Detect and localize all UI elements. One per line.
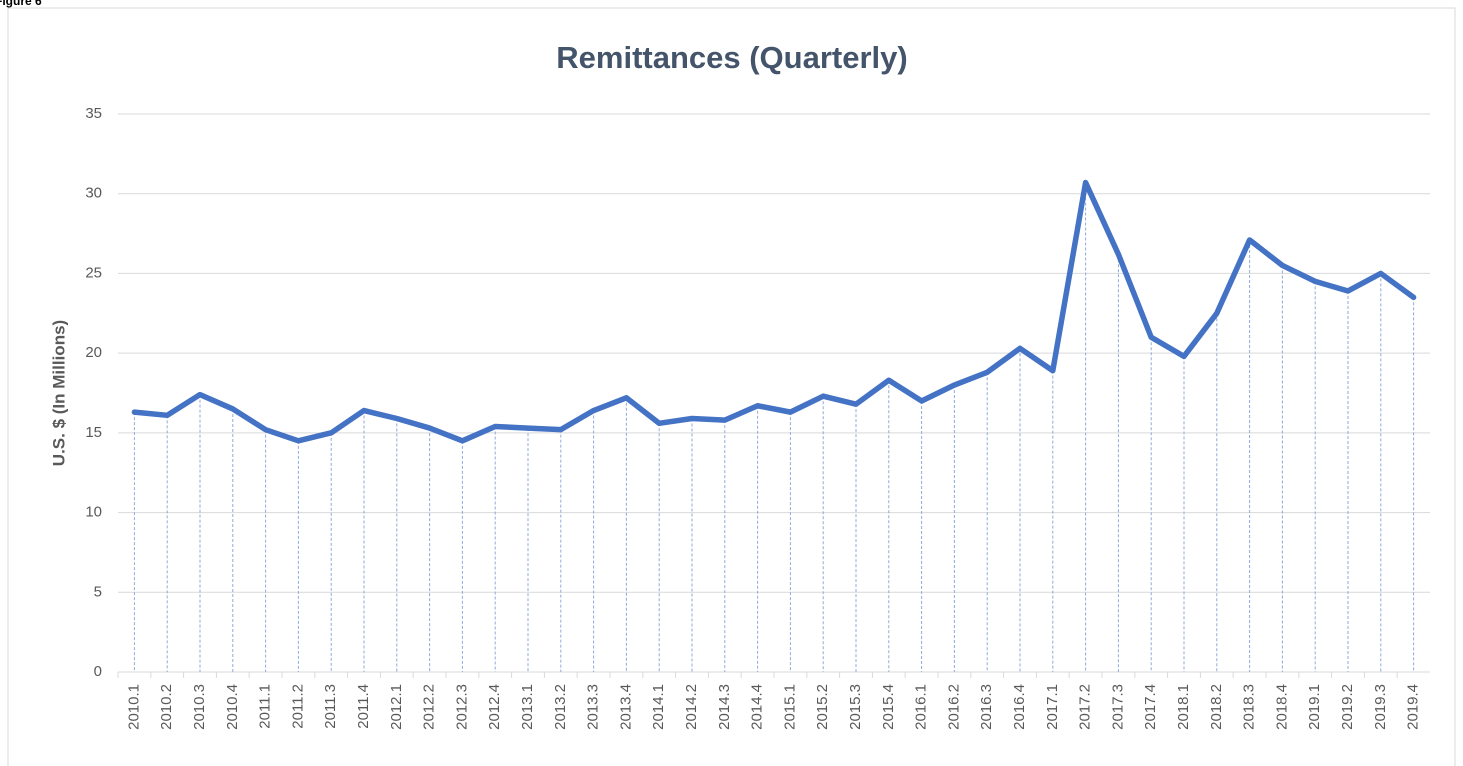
x-tick-label: 2012.3 bbox=[453, 684, 470, 730]
y-axis-label: U.S. $ (In Millions) bbox=[49, 320, 68, 466]
x-tick-label: 2015.2 bbox=[814, 684, 831, 730]
x-tick-label: 2015.1 bbox=[781, 684, 798, 730]
x-tick-label: 2010.1 bbox=[125, 684, 142, 730]
y-tick-label: 15 bbox=[85, 424, 102, 441]
x-tick-label: 2010.2 bbox=[158, 684, 175, 730]
x-tick-label: 2013.4 bbox=[617, 684, 634, 730]
x-tick-label: 2014.2 bbox=[683, 684, 700, 730]
y-tick-label: 25 bbox=[85, 264, 102, 281]
chart-frame bbox=[7, 7, 1456, 766]
y-tick-label: 35 bbox=[85, 105, 102, 122]
x-tick-label: 2012.2 bbox=[421, 684, 438, 730]
x-tick-label: 2019.1 bbox=[1306, 684, 1323, 730]
x-tick-label: 2011.1 bbox=[257, 684, 274, 729]
y-tick-label: 10 bbox=[85, 504, 102, 521]
y-tick-label: 20 bbox=[85, 344, 102, 361]
x-tick-label: 2016.4 bbox=[1011, 684, 1028, 730]
x-tick-label: 2014.1 bbox=[650, 684, 667, 730]
x-tick-label: 2011.4 bbox=[355, 684, 372, 729]
x-tick-label: 2019.4 bbox=[1405, 684, 1422, 730]
x-tick-label: 2017.1 bbox=[1044, 684, 1061, 730]
x-tick-label: 2018.3 bbox=[1241, 684, 1258, 730]
y-tick-label: 30 bbox=[85, 185, 102, 202]
x-tick-label: 2017.4 bbox=[1142, 684, 1159, 730]
x-tick-label: 2017.2 bbox=[1077, 684, 1094, 730]
x-tick-label: 2014.4 bbox=[749, 684, 766, 730]
y-tick-label: 0 bbox=[94, 663, 102, 680]
x-tick-label: 2016.1 bbox=[913, 684, 930, 730]
x-tick-label: 2012.4 bbox=[486, 684, 503, 730]
x-tick-label: 2013.2 bbox=[552, 684, 569, 730]
line-series bbox=[131, 179, 1417, 444]
x-tick-label: 2013.3 bbox=[585, 684, 602, 730]
x-tick-label: 2019.2 bbox=[1339, 684, 1356, 730]
x-tick-label: 2012.1 bbox=[388, 684, 405, 730]
x-tick-label: 2018.4 bbox=[1273, 684, 1290, 730]
x-tick-label: 2017.3 bbox=[1109, 684, 1126, 730]
x-tick-label: 2018.1 bbox=[1175, 684, 1192, 730]
x-tick-label: 2016.2 bbox=[945, 684, 962, 730]
x-tick-label: 2015.3 bbox=[847, 684, 864, 730]
figure-label: Figure 6 bbox=[0, 0, 42, 8]
x-tick-label: 2016.3 bbox=[978, 684, 995, 730]
x-tick-label: 2011.3 bbox=[322, 684, 339, 729]
x-tick-label: 2015.4 bbox=[880, 684, 897, 730]
x-tick-label: 2011.2 bbox=[289, 684, 306, 729]
x-tick-label: 2010.4 bbox=[224, 684, 241, 730]
x-tick-label: 2010.3 bbox=[191, 684, 208, 730]
y-tick-label: 5 bbox=[94, 583, 102, 600]
x-tick-label: 2013.1 bbox=[519, 684, 536, 730]
x-tick-label: 2019.3 bbox=[1372, 684, 1389, 730]
chart-title: Remittances (Quarterly) bbox=[556, 40, 907, 75]
x-tick-label: 2014.3 bbox=[716, 684, 733, 730]
x-tick-label: 2018.2 bbox=[1208, 684, 1225, 730]
